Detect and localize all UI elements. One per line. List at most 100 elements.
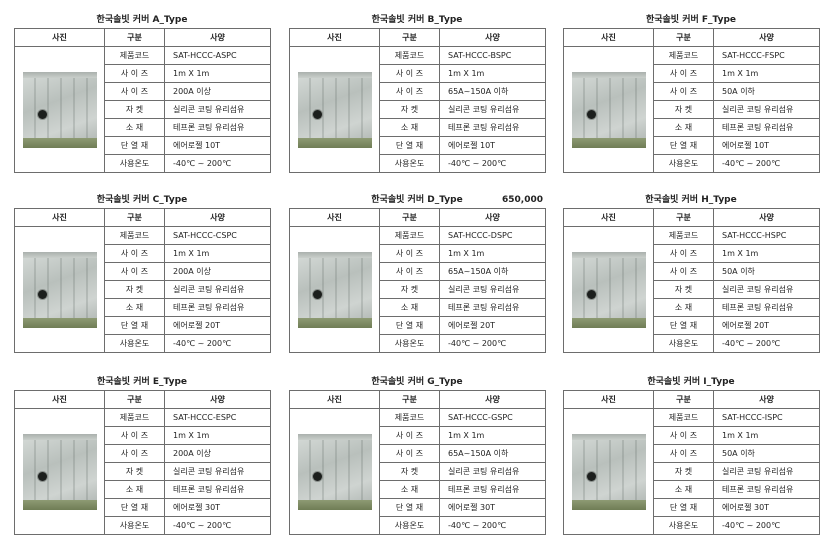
product-photo-cell [289, 46, 380, 173]
spec-header: 사양 [713, 208, 820, 227]
product-photo-cell [289, 226, 380, 353]
spec-row: 자 켓 실리콘 코팅 유리섬유 [564, 280, 820, 299]
spec-label: 사 이 즈 [104, 262, 165, 281]
spec-value: 테프론 코팅 유리섬유 [713, 480, 820, 499]
card-title: 한국솔빗 커버 F_Type [563, 12, 819, 28]
spec-value: 1m X 1m [439, 426, 546, 445]
card-title: 한국솔빗 커버 I_Type [563, 374, 819, 390]
spec-row: 사 이 즈 50A 이하 [564, 444, 820, 463]
spec-row: 제품코드 SAT-HCCC-FSPC [563, 46, 820, 173]
spec-table: 사진 구분 사양 제품코드 SAT-HCCC-ISPC 사 이 즈 1m X 1m 사 이 즈… [563, 390, 820, 535]
spec-row: 사용온도 -40℃ ~ 200℃ [564, 154, 820, 173]
spec-table: 사진 구분 사양 제품코드 SAT-HCCC-GSPC 사 이 즈 1m X 1m 사 이 즈… [289, 390, 546, 535]
spec-value: 에어로젤 20T [164, 316, 271, 335]
product-photo-cell [289, 408, 380, 535]
spec-header: 사양 [164, 208, 271, 227]
spec-value: 에어로젤 30T [439, 498, 546, 517]
spec-value: -40℃ ~ 200℃ [439, 334, 546, 353]
spec-label: 단 열 재 [379, 316, 440, 335]
spec-value: 1m X 1m [439, 64, 546, 83]
spec-value: 1m X 1m [713, 426, 820, 445]
spec-label: 자 켓 [379, 462, 440, 481]
spec-value: 50A 이하 [713, 82, 820, 101]
spec-value: -40℃ ~ 200℃ [713, 154, 820, 173]
spec-row: 제품코드 SAT-HCCC-ESPC [14, 408, 271, 535]
spec-header: 사양 [164, 28, 271, 47]
spec-value: 200A 이상 [164, 82, 271, 101]
spec-row: 자 켓 실리콘 코팅 유리섬유 [564, 462, 820, 481]
spec-value: 테프론 코팅 유리섬유 [164, 480, 271, 499]
card-price: 650,000 [502, 195, 543, 205]
product-card: 한국솔빗 커버 C_Type 사진 구분 사양 제품코드 SAT-HCCC-CSPC 사 이… [14, 192, 271, 353]
spec-row: 소 재 테프론 코팅 유리섬유 [290, 118, 546, 137]
spec-label: 단 열 재 [653, 136, 714, 155]
spec-value: 에어로젤 10T [164, 136, 271, 155]
product-photo [297, 433, 372, 510]
spec-label: 자 켓 [653, 100, 714, 119]
spec-row: 사용온도 -40℃ ~ 200℃ [290, 154, 546, 173]
spec-value: 실리콘 코팅 유리섬유 [164, 462, 271, 481]
spec-value: 65A~150A 이하 [439, 262, 546, 281]
spec-label: 사 이 즈 [104, 64, 165, 83]
spec-value: SAT-HCCC-GSPC [439, 408, 546, 427]
spec-row: 제품코드 SAT-HCCC-HSPC [563, 226, 820, 353]
spec-value: 에어로젤 20T [439, 316, 546, 335]
spec-value: 50A 이하 [713, 262, 820, 281]
spec-value: 1m X 1m [713, 64, 820, 83]
spec-label: 소 재 [104, 118, 165, 137]
card-title-text: 한국솔빗 커버 D_Type [371, 195, 463, 205]
card-title-text: 한국솔빗 커버 A_Type [96, 15, 188, 25]
spec-row: 단 열 재 에어로젤 10T [564, 136, 820, 155]
spec-label: 사용온도 [379, 154, 440, 173]
spec-value: -40℃ ~ 200℃ [713, 334, 820, 353]
spec-label: 사 이 즈 [653, 426, 714, 445]
spec-label: 자 켓 [104, 100, 165, 119]
spec-label: 사 이 즈 [379, 82, 440, 101]
spec-row: 제품코드 SAT-HCCC-ASPC [14, 46, 271, 173]
spec-value: 에어로젤 10T [439, 136, 546, 155]
photo-header: 사진 [563, 28, 654, 47]
product-photo-cell [563, 408, 654, 535]
spec-value: 실리콘 코팅 유리섬유 [164, 100, 271, 119]
spec-label: 사용온도 [653, 154, 714, 173]
spec-header-row: 사진 구분 사양 [563, 28, 820, 47]
product-photo [297, 71, 372, 148]
category-header: 구분 [104, 208, 165, 227]
spec-value: SAT-HCCC-FSPC [713, 46, 820, 65]
spec-table: 사진 구분 사양 제품코드 SAT-HCCC-ASPC 사 이 즈 1m X 1m 사 이 즈… [14, 28, 271, 173]
spec-value: SAT-HCCC-ISPC [713, 408, 820, 427]
category-header: 구분 [653, 28, 714, 47]
spec-header-row: 사진 구분 사양 [563, 390, 820, 409]
spec-row: 단 열 재 에어로젤 30T [564, 498, 820, 517]
spec-value: 테프론 코팅 유리섬유 [439, 298, 546, 317]
product-photo [571, 433, 646, 510]
spec-value: 1m X 1m [164, 244, 271, 263]
photo-header: 사진 [289, 28, 380, 47]
spec-label: 사 이 즈 [653, 444, 714, 463]
card-title-text: 한국솔빗 커버 H_Type [645, 195, 737, 205]
spec-label: 소 재 [653, 298, 714, 317]
product-photo-cell [14, 226, 105, 353]
photo-header: 사진 [563, 208, 654, 227]
product-card: 한국솔빗 커버 F_Type 사진 구분 사양 제품코드 SAT-HCCC-FSPC 사 이… [563, 12, 820, 173]
spec-row: 단 열 재 에어로젤 20T [15, 316, 271, 335]
spec-row: 소 재 테프론 코팅 유리섬유 [564, 480, 820, 499]
spec-value: 테프론 코팅 유리섬유 [164, 118, 271, 137]
product-card: 한국솔빗 커버 G_Type 사진 구분 사양 제품코드 SAT-HCCC-GSPC 사 이… [289, 374, 546, 535]
spec-row: 사 이 즈 200A 이상 [15, 82, 271, 101]
spec-header-row: 사진 구분 사양 [563, 208, 820, 227]
spec-value: -40℃ ~ 200℃ [439, 516, 546, 535]
spec-table: 사진 구분 사양 제품코드 SAT-HCCC-DSPC 사 이 즈 1m X 1m 사 이 즈… [289, 208, 546, 353]
spec-value: 에어로젤 10T [713, 136, 820, 155]
spec-row: 자 켓 실리콘 코팅 유리섬유 [15, 100, 271, 119]
spec-label: 자 켓 [104, 462, 165, 481]
spec-value: 에어로젤 30T [713, 498, 820, 517]
photo-header: 사진 [289, 390, 380, 409]
spec-label: 제품코드 [379, 408, 440, 427]
spec-row: 사용온도 -40℃ ~ 200℃ [290, 334, 546, 353]
spec-label: 사용온도 [379, 334, 440, 353]
spec-value: 테프론 코팅 유리섬유 [713, 298, 820, 317]
spec-label: 소 재 [104, 298, 165, 317]
spec-label: 사 이 즈 [104, 244, 165, 263]
spec-value: 실리콘 코팅 유리섬유 [439, 462, 546, 481]
